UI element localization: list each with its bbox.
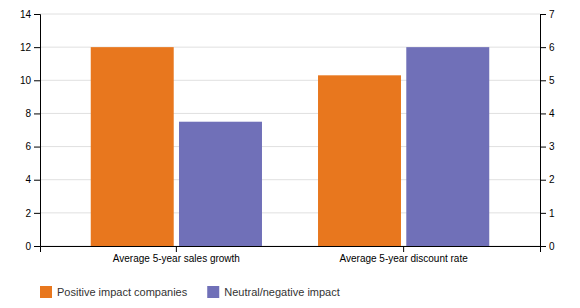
tick-label: 7 bbox=[549, 9, 555, 20]
tick-mark bbox=[34, 246, 40, 247]
bar bbox=[179, 122, 262, 246]
bar bbox=[406, 47, 489, 246]
tick-mark bbox=[540, 14, 546, 15]
series bbox=[179, 47, 489, 246]
tick-label: 6 bbox=[549, 42, 555, 53]
tick-label: Average 5-year discount rate bbox=[340, 253, 469, 264]
tick: Average 5-year discount rate bbox=[340, 246, 469, 264]
tick-mark bbox=[540, 47, 546, 48]
series bbox=[91, 47, 401, 246]
tick: Average 5-year sales growth bbox=[113, 246, 240, 264]
tick-mark bbox=[403, 246, 404, 252]
tick: 12 bbox=[20, 42, 40, 53]
tick-mark bbox=[176, 246, 177, 252]
tick: 6 bbox=[540, 42, 555, 53]
grid bbox=[40, 14, 540, 246]
tick: 2 bbox=[540, 174, 555, 185]
bar bbox=[318, 75, 401, 246]
legend-label: Neutral/negative impact bbox=[224, 286, 340, 298]
tick-mark bbox=[34, 213, 40, 214]
legend-swatch bbox=[40, 286, 52, 298]
tick-mark bbox=[34, 47, 40, 48]
tick-label: 6 bbox=[25, 141, 31, 152]
tick-label: 1 bbox=[549, 208, 555, 219]
y-axis: 0 2 4 6 8 10 12 14 bbox=[20, 9, 41, 252]
tick: 10 bbox=[20, 75, 40, 86]
tick-mark bbox=[34, 80, 40, 81]
tick-label: 4 bbox=[549, 108, 555, 119]
bars bbox=[91, 47, 489, 246]
axis-line bbox=[541, 15, 547, 247]
tick-mark bbox=[540, 147, 546, 148]
tick: 6 bbox=[25, 141, 40, 152]
tick: 0 bbox=[540, 241, 555, 252]
tick-label: 0 bbox=[25, 241, 31, 252]
tick-label: 4 bbox=[25, 174, 31, 185]
tick: 8 bbox=[25, 108, 40, 119]
tick-label: Average 5-year sales growth bbox=[113, 253, 240, 264]
tick-label: 5 bbox=[549, 75, 555, 86]
tick: 0 bbox=[25, 241, 40, 252]
tick-label: 8 bbox=[25, 108, 31, 119]
tick: 3 bbox=[540, 141, 555, 152]
tick-mark bbox=[34, 113, 40, 114]
grid-line bbox=[40, 14, 540, 15]
y2-axis: 0 1 2 3 4 5 6 7 bbox=[540, 9, 555, 252]
tick: 4 bbox=[540, 108, 555, 119]
tick: 2 bbox=[25, 208, 40, 219]
tick: 7 bbox=[540, 9, 555, 20]
legend-item: Positive impact companies bbox=[40, 286, 188, 298]
tick-mark bbox=[34, 180, 40, 181]
tick-mark bbox=[34, 147, 40, 148]
tick: 14 bbox=[20, 9, 40, 20]
tick-label: 10 bbox=[20, 75, 32, 86]
plot: 0246810121401234567Average 5-year sales … bbox=[20, 9, 555, 264]
legend-label: Positive impact companies bbox=[57, 286, 188, 298]
axis-line bbox=[34, 15, 41, 247]
legend-swatch bbox=[207, 286, 219, 298]
tick-mark bbox=[540, 213, 546, 214]
tick-label: 3 bbox=[549, 141, 555, 152]
tick-mark bbox=[540, 80, 546, 81]
tick: 4 bbox=[25, 174, 40, 185]
tick-mark bbox=[540, 113, 546, 114]
chart: 0246810121401234567Average 5-year sales … bbox=[0, 0, 580, 308]
tick-label: 0 bbox=[549, 241, 555, 252]
tick-label: 2 bbox=[25, 208, 31, 219]
legend-item: Neutral/negative impact bbox=[207, 286, 340, 298]
tick-mark bbox=[34, 14, 40, 15]
tick: 1 bbox=[540, 208, 555, 219]
bar bbox=[91, 47, 174, 246]
axis-line bbox=[41, 247, 541, 253]
tick-label: 14 bbox=[20, 9, 32, 20]
tick-label: 12 bbox=[20, 42, 32, 53]
tick-mark bbox=[540, 180, 546, 181]
legend: Positive impact companies Neutral/negativ… bbox=[40, 286, 340, 298]
tick-label: 2 bbox=[549, 174, 555, 185]
tick: 5 bbox=[540, 75, 555, 86]
x-axis: Average 5-year sales growth Average 5-yea… bbox=[41, 246, 541, 264]
